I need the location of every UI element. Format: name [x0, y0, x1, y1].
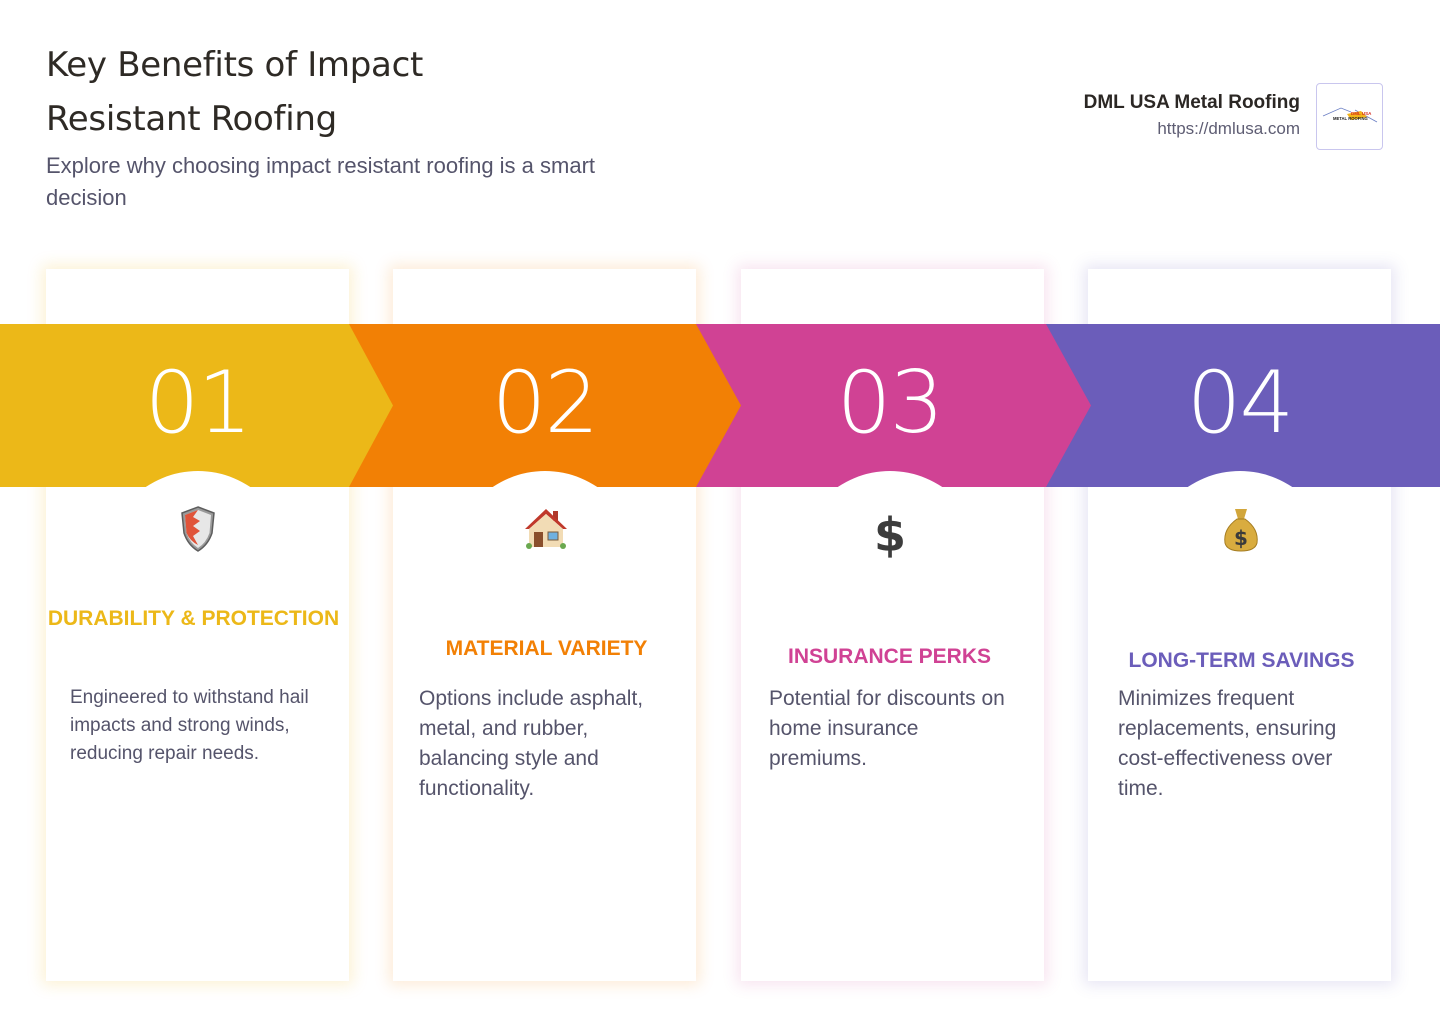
step-number-2: 02 [491, 353, 599, 453]
step-number-4: 04 [1186, 353, 1294, 453]
money-bag-icon: $ [1211, 505, 1271, 565]
svg-text:DML USA: DML USA [1351, 111, 1372, 116]
house-icon [516, 505, 576, 565]
shield-icon [168, 505, 228, 565]
brand-name: DML USA Metal Roofing [1083, 92, 1300, 113]
card-title-3: INSURANCE PERKS [787, 645, 992, 668]
chevron-0 [0, 324, 393, 487]
icon-circle-3 [797, 471, 983, 487]
step-banner [0, 324, 1440, 487]
page-subtitle: Explore why choosing impact resistant ro… [46, 153, 596, 210]
roof-logo-icon: DML USA METAL ROOFING [1322, 107, 1377, 122]
icon-circle-1 [105, 471, 291, 487]
brand-block: DML USA Metal Roofing https://dmlusa.com [1084, 90, 1300, 142]
dollar-sign-icon: $ [873, 508, 906, 562]
step-number-1: 01 [144, 353, 252, 453]
card-body-1: Engineered to withstand hail impacts and… [70, 687, 309, 764]
icon-circle-2 [452, 471, 638, 487]
brand-url[interactable]: https://dmlusa.com [1157, 119, 1300, 138]
icon-circle-4 [1147, 471, 1333, 487]
svg-text:$: $ [1234, 526, 1248, 550]
card-title-2: MATERIAL VARIETY [445, 637, 648, 660]
svg-text:METAL ROOFING: METAL ROOFING [1333, 116, 1368, 121]
card-body-2: Options include asphalt, metal, and rubb… [419, 687, 644, 800]
page-title: Key Benefits of Impact Resistant Roofing [46, 45, 423, 139]
card-body-4: Minimizes frequent replacements, ensurin… [1118, 687, 1337, 800]
card-title-1: DURABILITY & PROTECTION [47, 607, 340, 630]
card-body-3: Potential for discounts on home insuranc… [769, 687, 1005, 770]
step-number-3: 03 [836, 353, 944, 453]
bump-layer [0, 471, 1440, 487]
card-title-4: LONG-TERM SAVINGS [1128, 649, 1355, 672]
brand-logo: DML USA METAL ROOFING [1316, 83, 1383, 150]
